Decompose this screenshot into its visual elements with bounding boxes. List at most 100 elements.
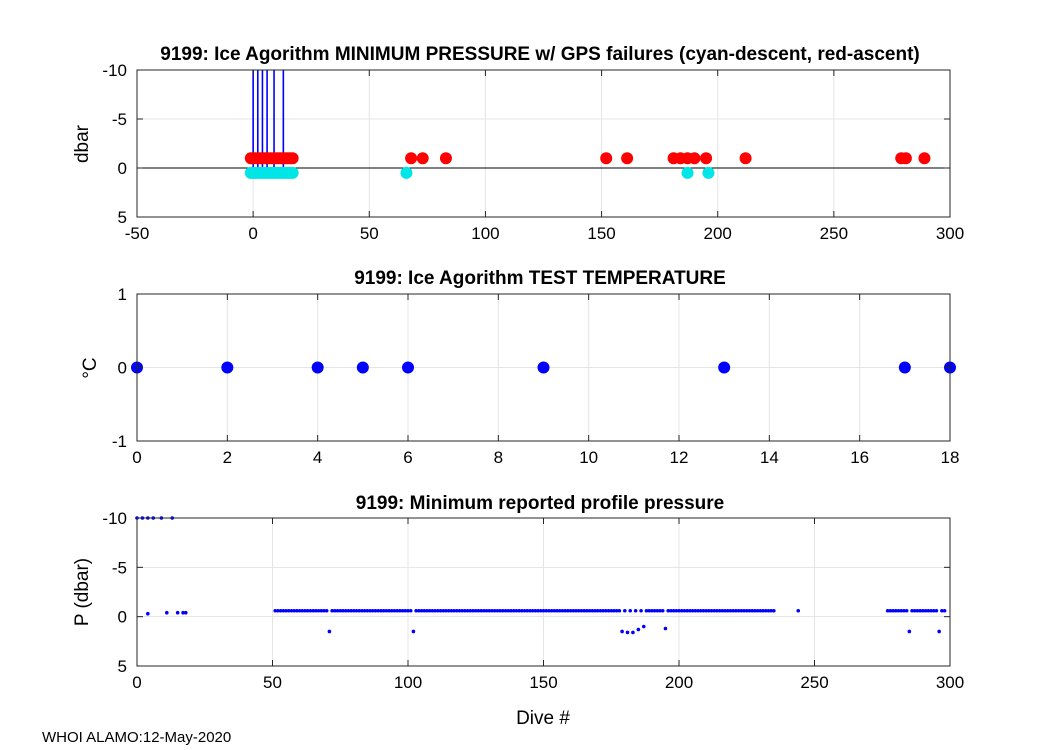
y-tick-label: 0 xyxy=(118,608,127,627)
pressure-point xyxy=(679,608,684,613)
y-axis-label-celsius: °C xyxy=(80,357,101,378)
pressure-point xyxy=(406,608,410,613)
pressure-point xyxy=(349,608,353,613)
x-tick-label: -50 xyxy=(125,224,150,243)
pressure-point xyxy=(604,608,608,613)
pressure-point xyxy=(286,608,291,613)
pressure-point xyxy=(571,608,576,613)
pressure-point xyxy=(533,608,538,613)
pressure-point xyxy=(438,608,443,613)
x-tick-label: 200 xyxy=(704,224,732,243)
pressure-point xyxy=(311,608,315,613)
pressure-point xyxy=(677,608,681,613)
pressure-point xyxy=(473,608,478,613)
pressure-point xyxy=(910,608,914,613)
x-axis-label-dive: Dive # xyxy=(516,708,570,729)
pressure-point xyxy=(636,627,641,632)
pressure-point xyxy=(549,608,554,613)
pressure-point xyxy=(300,608,305,613)
pressure-point xyxy=(183,610,188,615)
pressure-point xyxy=(576,608,581,613)
pressure-point xyxy=(476,608,481,613)
pressure-point xyxy=(335,608,340,613)
markers-minimum-pressure xyxy=(244,70,931,179)
pressure-point xyxy=(273,608,278,613)
pressure-point xyxy=(181,610,185,615)
pressure-point xyxy=(525,608,530,613)
pressure-point xyxy=(338,608,343,613)
pressure-point xyxy=(891,608,895,613)
pressure-point xyxy=(498,608,502,613)
x-tick-label: 300 xyxy=(936,673,964,692)
x-tick-label: 300 xyxy=(936,224,964,243)
pressure-point xyxy=(885,608,890,613)
pressure-point xyxy=(669,608,673,613)
descent-point xyxy=(681,166,694,179)
pressure-point xyxy=(452,608,456,613)
pressure-point xyxy=(761,608,765,613)
pressure-point xyxy=(929,608,933,613)
pressure-point xyxy=(278,608,283,613)
pressure-point xyxy=(690,608,695,613)
pressure-point xyxy=(514,608,519,613)
x-tick-label: 200 xyxy=(665,673,693,692)
pressure-point xyxy=(750,608,754,613)
pressure-point xyxy=(612,608,616,613)
pressure-point xyxy=(566,608,570,613)
pressure-point xyxy=(303,608,307,613)
x-tick-label: 14 xyxy=(760,448,779,467)
pressure-point xyxy=(937,629,941,634)
pressure-point xyxy=(411,629,416,634)
pressure-point xyxy=(509,608,513,613)
temperature-point xyxy=(311,361,324,374)
pressure-point xyxy=(758,608,763,613)
pressure-point xyxy=(276,608,280,613)
pressure-point xyxy=(707,608,711,613)
chart-title-minimum-pressure: 9199: Ice Agorithm MINIMUM PRESSURE w/ G… xyxy=(160,44,920,65)
pressure-point xyxy=(446,608,451,613)
pressure-point xyxy=(354,608,359,613)
pressure-point xyxy=(747,608,752,613)
pressure-point xyxy=(896,608,901,613)
pressure-point xyxy=(400,608,405,613)
pressure-point xyxy=(463,608,467,613)
pressure-point xyxy=(444,608,448,613)
pressure-point xyxy=(899,608,904,613)
pressure-point xyxy=(436,608,440,613)
pressure-point xyxy=(912,608,917,613)
pressure-point xyxy=(628,608,633,613)
pressure-point xyxy=(482,608,486,613)
pressure-point xyxy=(541,608,546,613)
y-tick-label: 0 xyxy=(118,159,127,178)
pressure-point xyxy=(663,626,668,631)
pressure-point xyxy=(593,608,597,613)
pressure-point xyxy=(487,608,492,613)
pressure-point xyxy=(717,608,722,613)
pressure-point xyxy=(617,608,622,613)
pressure-point xyxy=(693,608,698,613)
x-tick-label: 50 xyxy=(360,224,379,243)
y-tick-label: -5 xyxy=(112,110,127,129)
pressure-point xyxy=(555,608,559,613)
pressure-point xyxy=(490,608,494,613)
temperature-point xyxy=(898,361,911,374)
pressure-point xyxy=(568,608,573,613)
pressure-point xyxy=(146,611,150,616)
pressure-point xyxy=(598,608,603,613)
pressure-point xyxy=(314,608,318,613)
pressure-point xyxy=(682,608,687,613)
pressure-point xyxy=(639,608,643,613)
x-tick-label: 10 xyxy=(579,448,598,467)
pressure-point xyxy=(725,608,730,613)
x-tick-label: 100 xyxy=(471,224,499,243)
pressure-point xyxy=(720,608,725,613)
pressure-point xyxy=(417,608,421,613)
pressure-point xyxy=(284,608,288,613)
pressure-point xyxy=(772,608,776,613)
x-tick-label: 2 xyxy=(223,448,232,467)
pressure-point xyxy=(414,608,418,613)
pressure-point xyxy=(655,608,660,613)
pressure-point xyxy=(753,608,757,613)
pressure-point xyxy=(370,608,375,613)
pressure-point xyxy=(660,608,665,613)
